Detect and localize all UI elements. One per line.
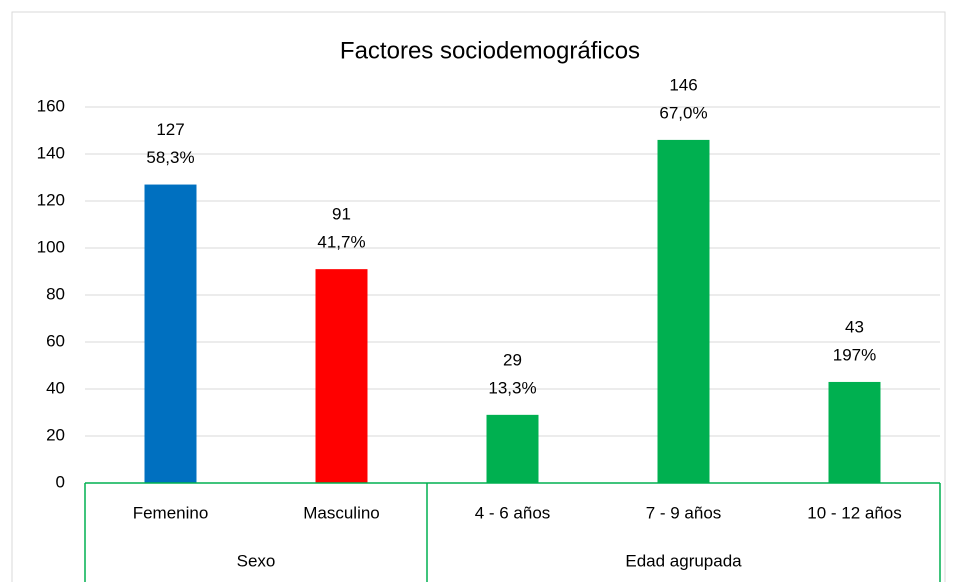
x-tick-label: 4 - 6 años [475, 503, 551, 522]
x-tick-label: 7 - 9 años [646, 503, 722, 522]
data-label: 127 [156, 120, 184, 139]
y-tick-label: 20 [46, 425, 65, 444]
bar [657, 139, 710, 483]
chart-title: Factores sociodemográficos [340, 37, 640, 64]
x-tick-label: 10 - 12 años [807, 503, 902, 522]
percent-label: 58,3% [146, 148, 194, 167]
x-tick-label: Masculino [303, 503, 380, 522]
group-label: Edad agrupada [625, 551, 742, 570]
y-tick-label: 40 [46, 378, 65, 397]
bar [315, 269, 368, 483]
data-label: 29 [503, 350, 522, 369]
data-label: 146 [669, 75, 697, 94]
y-tick-label: 100 [37, 237, 65, 256]
bar [486, 414, 539, 483]
percent-label: 13,3% [488, 378, 536, 397]
group-label: Sexo [237, 551, 276, 570]
y-tick-label: 160 [37, 96, 65, 115]
y-tick-label: 140 [37, 143, 65, 162]
y-tick-label: 120 [37, 190, 65, 209]
percent-label: 41,7% [317, 233, 365, 252]
y-tick-label: 80 [46, 284, 65, 303]
x-tick-label: Femenino [133, 503, 209, 522]
bar [828, 381, 881, 483]
bar [144, 184, 197, 484]
percent-label: 67,0% [659, 103, 707, 122]
y-tick-label: 60 [46, 331, 65, 350]
percent-label: 197% [833, 345, 876, 364]
data-label: 43 [845, 317, 864, 336]
data-label: 91 [332, 205, 351, 224]
y-tick-label: 0 [56, 472, 65, 491]
